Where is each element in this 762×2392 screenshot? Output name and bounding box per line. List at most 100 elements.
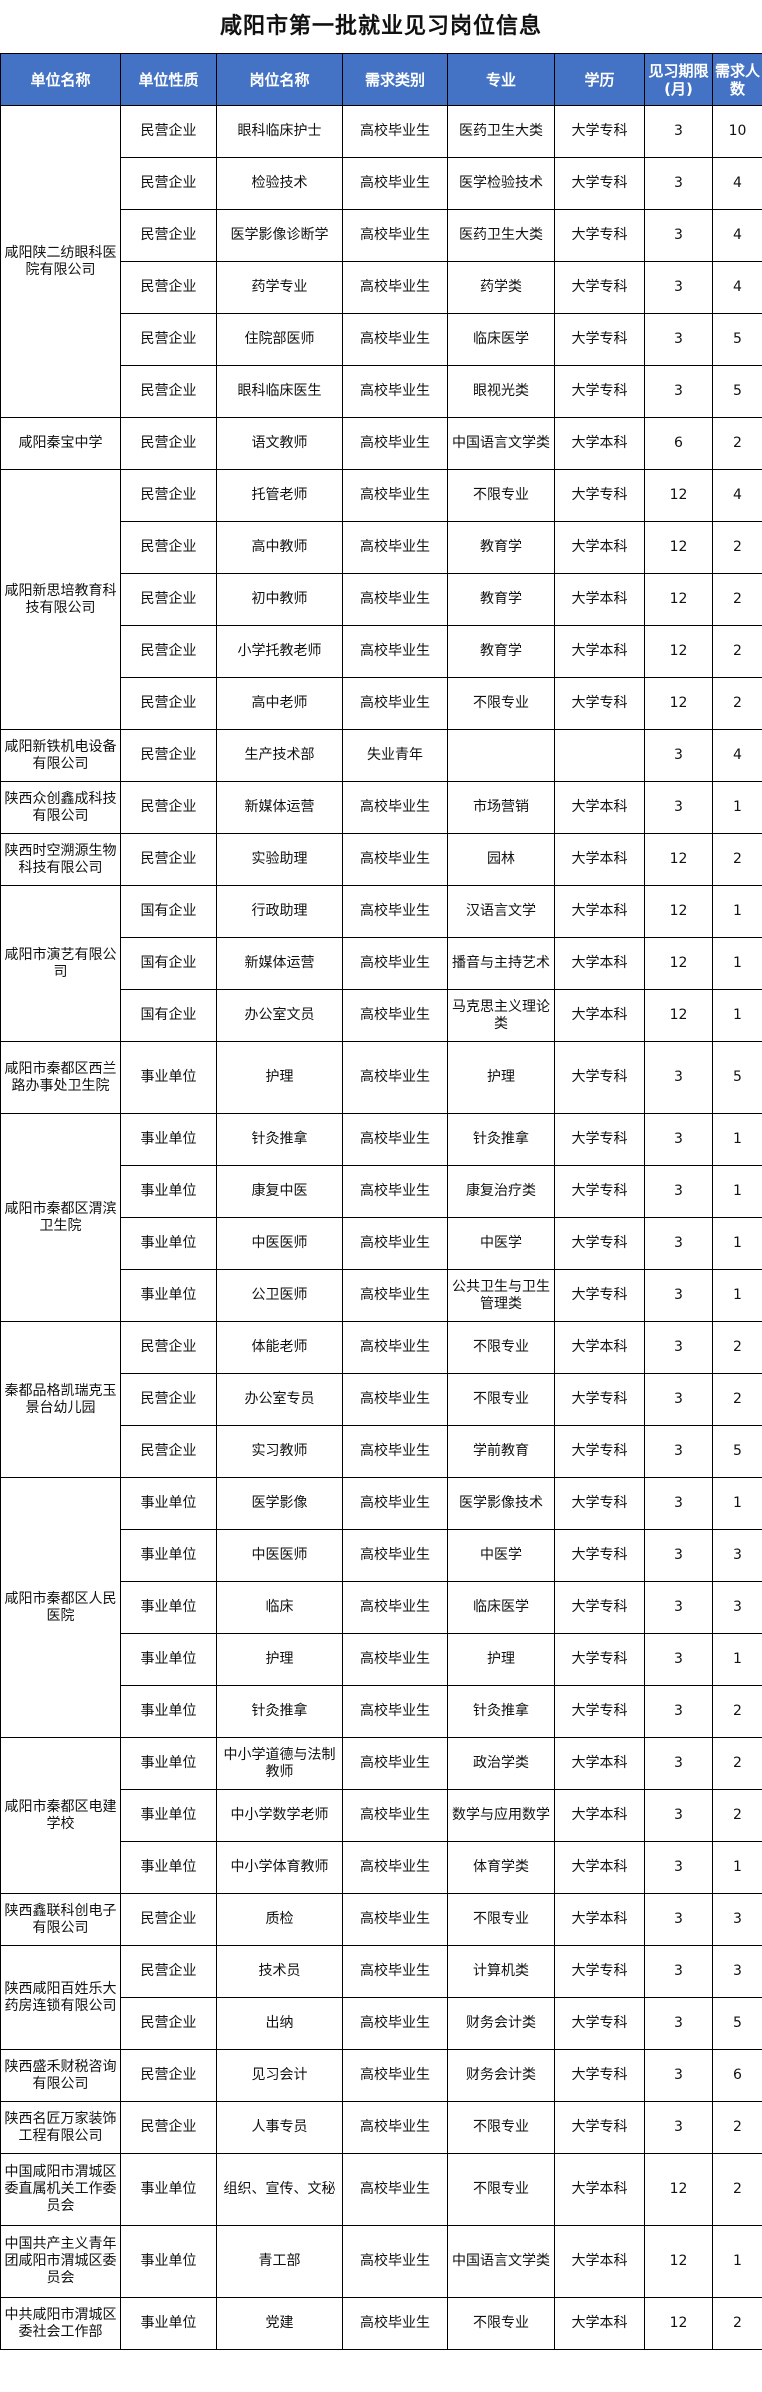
internship-period-cell: 12 — [644, 469, 713, 522]
org-nature-cell: 民营企业 — [120, 625, 217, 678]
internship-period-cell: 12 — [644, 885, 713, 938]
headcount-cell: 1 — [712, 1477, 762, 1530]
major-cell: 不限专业 — [447, 469, 555, 522]
major-cell: 医药卫生大类 — [447, 105, 555, 158]
internship-period-cell: 3 — [644, 1685, 713, 1738]
internship-period-cell: 3 — [644, 1893, 713, 1946]
org-nature-cell: 事业单位 — [120, 1841, 217, 1894]
demand-category-cell: 高校毕业生 — [342, 1737, 448, 1790]
org-nature-cell: 民营企业 — [120, 521, 217, 574]
major-cell: 马克思主义理论类 — [447, 989, 555, 1042]
demand-category-cell: 高校毕业生 — [342, 1373, 448, 1426]
education-cell: 大学本科 — [554, 989, 645, 1042]
org-name-cell: 陕西时空溯源生物科技有限公司 — [0, 833, 121, 886]
education-cell: 大学本科 — [554, 573, 645, 626]
org-name-cell: 咸阳市秦都区西兰路办事处卫生院 — [0, 1041, 121, 1114]
org-name-cell: 陕西名匠万家装饰工程有限公司 — [0, 2101, 121, 2154]
major-cell: 市场营销 — [447, 781, 555, 834]
org-nature-cell: 事业单位 — [120, 1113, 217, 1166]
table-row: 事业单位 临床 高校毕业生 临床医学 大学专科 3 3 — [1, 1581, 762, 1634]
org-nature-cell: 民营企业 — [120, 2049, 217, 2102]
position-name-cell: 医学影像 — [216, 1477, 343, 1530]
position-name-cell: 见习会计 — [216, 2049, 343, 2102]
table-row: 陕西鑫联科创电子有限公司 民营企业 质检 高校毕业生 不限专业 大学本科 3 3 — [0, 1893, 762, 1946]
position-name-cell: 新媒体运营 — [216, 937, 343, 990]
position-name-cell: 技术员 — [216, 1945, 343, 1998]
major-cell: 中医学 — [447, 1217, 555, 1270]
internship-period-cell: 3 — [644, 261, 713, 314]
org-nature-cell: 民营企业 — [120, 1945, 217, 1998]
org-name-cell: 陕西众创鑫成科技有限公司 — [0, 781, 121, 834]
headcount-cell: 1 — [712, 781, 762, 834]
org-name-cell: 咸阳市秦都区人民医院 — [0, 1477, 121, 1738]
position-name-cell: 高中教师 — [216, 521, 343, 574]
education-cell: 大学专科 — [554, 1269, 645, 1322]
table-row: 民营企业 小学托教老师 高校毕业生 教育学 大学本科 12 2 — [1, 625, 762, 678]
org-nature-cell: 民营企业 — [120, 469, 217, 522]
table-row: 中共咸阳市渭城区委社会工作部 事业单位 党建 高校毕业生 不限专业 大学本科 12 2 — [0, 2297, 762, 2350]
table-row: 陕西名匠万家装饰工程有限公司 民营企业 人事专员 高校毕业生 不限专业 大学专科 3 2 — [0, 2101, 762, 2154]
org-nature-cell: 事业单位 — [120, 1685, 217, 1738]
org-name-cell: 咸阳市秦都区渭滨卫生院 — [0, 1113, 121, 1322]
major-cell: 护理 — [447, 1633, 555, 1686]
table-row: 民营企业 初中教师 高校毕业生 教育学 大学本科 12 2 — [1, 573, 762, 626]
major-cell: 教育学 — [447, 521, 555, 574]
org-nature-cell: 民营企业 — [120, 573, 217, 626]
major-cell: 数学与应用数学 — [447, 1789, 555, 1842]
education-cell: 大学专科 — [554, 1041, 645, 1114]
headcount-cell: 1 — [712, 1165, 762, 1218]
internship-period-cell: 3 — [644, 1041, 713, 1114]
education-cell: 大学本科 — [554, 781, 645, 834]
position-name-cell: 托管老师 — [216, 469, 343, 522]
org-nature-cell: 民营企业 — [120, 729, 217, 782]
table-row: 咸阳市秦都区人民医院 事业单位 医学影像 高校毕业生 医学影像技术 大学专科 3 1 — [0, 1477, 762, 1738]
education-cell: 大学本科 — [554, 1893, 645, 1946]
headcount-cell: 2 — [712, 521, 762, 574]
org-nature-cell: 民营企业 — [120, 105, 217, 158]
major-cell: 医学检验技术 — [447, 157, 555, 210]
position-name-cell: 针灸推拿 — [216, 1113, 343, 1166]
education-cell: 大学本科 — [554, 2297, 645, 2350]
major-cell: 播音与主持艺术 — [447, 937, 555, 990]
internship-period-cell: 3 — [644, 209, 713, 262]
demand-category-cell: 高校毕业生 — [342, 1477, 448, 1530]
table-row: 民营企业 实习教师 高校毕业生 学前教育 大学专科 3 5 — [1, 1425, 762, 1478]
table-row: 民营企业 出纳 高校毕业生 财务会计类 大学专科 3 5 — [1, 1997, 762, 2050]
org-nature-cell: 事业单位 — [120, 1529, 217, 1582]
major-cell: 医学影像技术 — [447, 1477, 555, 1530]
org-name-cell: 咸阳陕二纺眼科医院有限公司 — [0, 105, 121, 418]
education-cell: 大学专科 — [554, 1373, 645, 1426]
table-row: 咸阳新思培教育科技有限公司 民营企业 托管老师 高校毕业生 不限专业 大学专科 12 4 — [0, 469, 762, 730]
position-name-cell: 语文教师 — [216, 417, 343, 470]
position-name-cell: 眼科临床医生 — [216, 365, 343, 418]
position-name-cell: 中小学体育教师 — [216, 1841, 343, 1894]
internship-period-cell: 3 — [644, 105, 713, 158]
headcount-cell: 4 — [712, 209, 762, 262]
internship-period-cell: 3 — [644, 1945, 713, 1998]
demand-category-cell: 高校毕业生 — [342, 521, 448, 574]
major-cell: 公共卫生与卫生管理类 — [447, 1269, 555, 1322]
org-name-cell: 中共咸阳市渭城区委社会工作部 — [0, 2297, 121, 2350]
table-row: 国有企业 办公室文员 高校毕业生 马克思主义理论类 大学本科 12 1 — [1, 989, 762, 1042]
headcount-cell: 1 — [712, 1113, 762, 1166]
position-name-cell: 党建 — [216, 2297, 343, 2350]
internship-period-cell: 6 — [644, 417, 713, 470]
demand-category-cell: 高校毕业生 — [342, 2101, 448, 2154]
position-name-cell: 小学托教老师 — [216, 625, 343, 678]
internship-period-cell: 3 — [644, 1269, 713, 1322]
table-row: 咸阳秦宝中学 民营企业 语文教师 高校毕业生 中国语言文学类 大学本科 6 2 — [0, 417, 762, 470]
org-nature-cell: 民营企业 — [120, 417, 217, 470]
table-row: 咸阳市秦都区西兰路办事处卫生院 事业单位 护理 高校毕业生 护理 大学专科 3 5 — [0, 1041, 762, 1114]
internship-period-cell: 3 — [644, 781, 713, 834]
major-cell: 汉语言文学 — [447, 885, 555, 938]
position-name-cell: 实习教师 — [216, 1425, 343, 1478]
internship-period-cell: 3 — [644, 1633, 713, 1686]
major-cell: 中医学 — [447, 1529, 555, 1582]
major-cell: 药学类 — [447, 261, 555, 314]
headcount-cell: 5 — [712, 1425, 762, 1478]
table-row: 咸阳市演艺有限公司 国有企业 行政助理 高校毕业生 汉语言文学 大学本科 12 1 — [0, 885, 762, 1042]
headcount-cell: 2 — [712, 417, 762, 470]
headcount-cell: 2 — [712, 2153, 762, 2226]
demand-category-cell: 高校毕业生 — [342, 1893, 448, 1946]
internship-period-cell: 12 — [644, 937, 713, 990]
